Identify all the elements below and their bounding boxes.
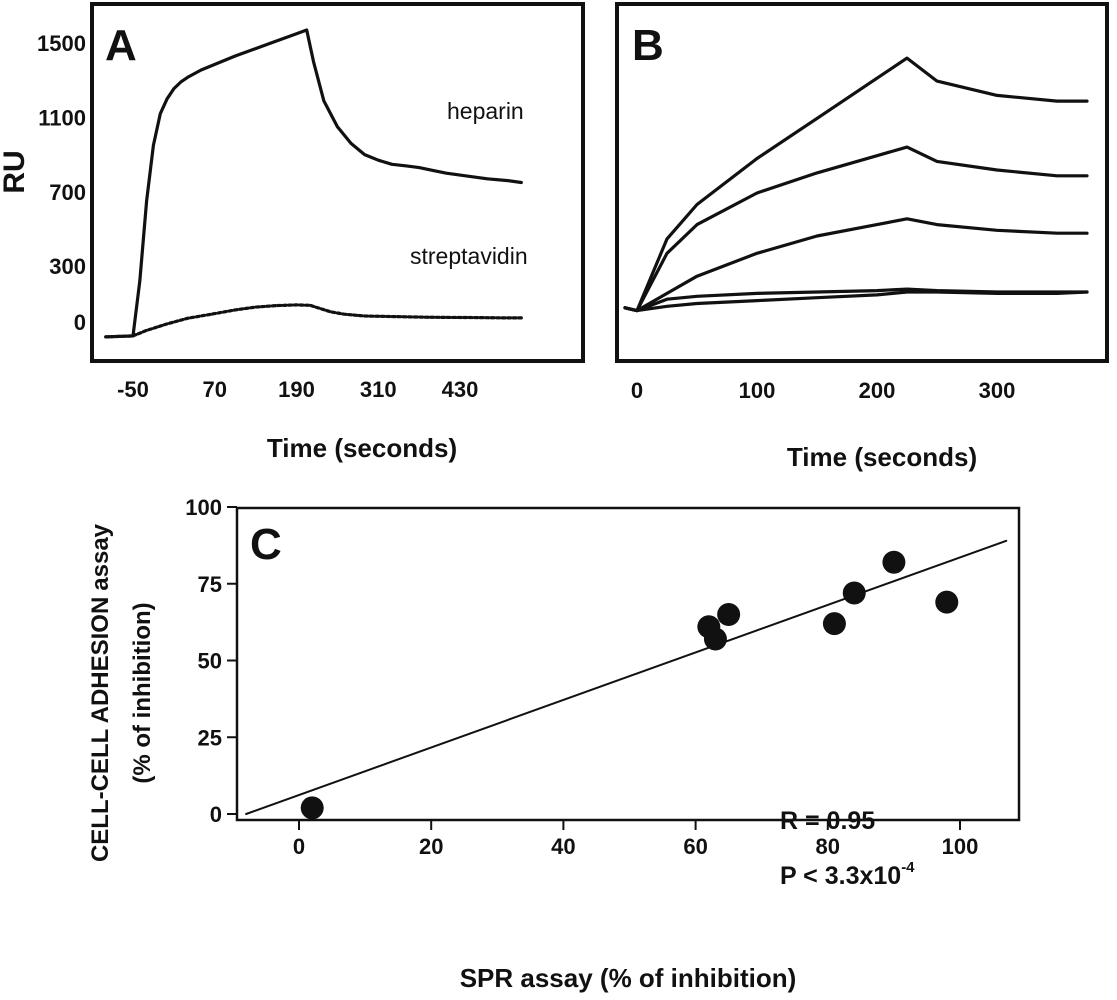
panel-c-x-tick: 60 — [683, 834, 707, 859]
panel-a-series — [104, 28, 523, 339]
panel-c-p-value-base: P < 3.3x10 — [780, 862, 901, 890]
panel-c-points — [300, 550, 959, 820]
panel-c-y-tick: 0 — [210, 802, 222, 827]
panel-c-y-tick: 100 — [185, 495, 222, 520]
panel-b-series-curve5 — [623, 290, 1089, 313]
panel-c-fit-line — [245, 539, 1008, 815]
panel-c-r-value: R = 0.95 — [780, 807, 875, 835]
panel-c-point — [842, 581, 866, 605]
panel-a-x-tick: 430 — [442, 377, 479, 402]
panel-a-y-tick: 1500 — [37, 31, 86, 56]
panel-b-series — [623, 56, 1089, 313]
panel-a-x-tick: -50 — [117, 377, 149, 402]
panel-c-y-tick: 25 — [198, 725, 222, 750]
panel-b-x-tick: 100 — [739, 378, 776, 403]
panel-c-p-value: P < 3.3x10-4 — [780, 859, 915, 890]
panel-c-point — [703, 627, 727, 651]
panel-a-x-tick: 190 — [278, 377, 315, 402]
panel-c-point — [935, 590, 959, 614]
panel-c-x-tick: 80 — [816, 834, 840, 859]
panel-b-x-tick: 300 — [979, 378, 1016, 403]
panel-a-letter: A — [105, 21, 137, 70]
panel-a-x-tick: 310 — [360, 377, 397, 402]
panel-c-y-axis-label-line1: CELL-CELL ADHESION assay — [87, 523, 114, 862]
panel-a-y-tick: 0 — [74, 310, 86, 335]
panel-c-x-axis-label: SPR assay (% of inhibition) — [460, 963, 797, 993]
panel-c-x-tick: 0 — [293, 834, 305, 859]
panel-c: C 0 25 50 75 100 0 20 40 60 80 100 SPR assay (% o… — [87, 495, 1021, 993]
panel-c-point — [717, 602, 741, 626]
panel-a-frame — [90, 2, 585, 363]
panel-b: B 0 100 200 300 Time (seconds) — [615, 2, 1109, 472]
panel-a-x-axis-label: Time (seconds) — [267, 433, 457, 463]
panel-b-x-axis-label: Time (seconds) — [787, 442, 977, 472]
panel-c-y-tick: 50 — [198, 649, 222, 674]
panel-c-x-tick: 20 — [419, 834, 443, 859]
panel-c-y-axis-label-bold: CELL-CELL ADHESION — [87, 597, 114, 862]
panel-c-point — [882, 550, 906, 574]
panel-a-y-ticks: 0 300 700 1100 1500 — [37, 31, 86, 335]
panel-a-series-streptavidin — [104, 303, 523, 339]
panel-c-y-axis-label-line2: (% of inhibition) — [129, 602, 156, 783]
panel-a-series-heparin — [104, 28, 523, 339]
panel-b-x-tick: 200 — [859, 378, 896, 403]
panel-b-series-curve3 — [623, 217, 1089, 313]
panel-c-y-ticks: 0 25 50 75 100 — [185, 495, 237, 827]
panel-b-x-tick: 0 — [631, 378, 643, 403]
panel-a: A 0 300 700 1100 1500 -50 70 190 310 430 RU Time… — [0, 2, 585, 463]
panel-b-letter: B — [632, 21, 664, 70]
panel-a-y-axis-label: RU — [0, 150, 31, 193]
panel-c-y-axis-label-suffix: assay — [87, 523, 114, 590]
panel-c-x-tick: 40 — [551, 834, 575, 859]
panel-c-frame — [235, 506, 1021, 822]
panel-a-annotation-streptavidin: streptavidin — [410, 243, 528, 269]
panel-a-x-tick: 70 — [203, 377, 227, 402]
panel-b-frame — [615, 2, 1109, 363]
panel-a-y-tick: 1100 — [38, 105, 86, 130]
panel-c-x-ticks: 0 20 40 60 80 100 — [293, 820, 978, 859]
panel-c-x-tick: 100 — [942, 834, 979, 859]
panel-b-x-ticks: 0 100 200 300 — [631, 378, 1015, 403]
panel-a-x-ticks: -50 70 190 310 430 — [117, 377, 478, 402]
panel-c-p-value-exponent: -4 — [901, 859, 915, 876]
panel-c-y-tick: 75 — [198, 572, 222, 597]
panel-b-series-curve1 — [623, 56, 1089, 313]
panel-c-point — [300, 796, 324, 820]
panel-b-series-curve2 — [623, 145, 1089, 313]
panel-a-y-tick: 300 — [49, 254, 86, 279]
panel-a-annotation-heparin: heparin — [447, 98, 524, 124]
panel-c-point — [822, 612, 846, 636]
panel-a-y-tick: 700 — [49, 180, 86, 205]
panel-c-letter: C — [250, 520, 282, 569]
